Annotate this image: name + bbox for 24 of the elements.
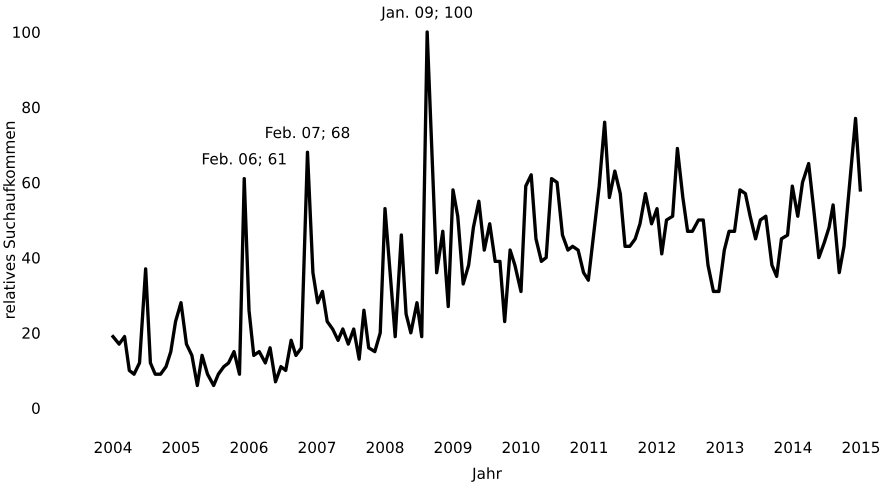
x-tick-label: 2005 xyxy=(162,442,200,454)
annotation: Feb. 06; 61 xyxy=(202,152,286,166)
line-series xyxy=(111,30,862,388)
y-tick-label: 20 xyxy=(22,327,40,339)
annotation: Feb. 07; 68 xyxy=(266,126,350,140)
x-tick-label: 2004 xyxy=(94,442,132,454)
x-tick-label: 2006 xyxy=(230,442,268,454)
x-tick-label: 2013 xyxy=(706,442,744,454)
x-axis-title: Jahr xyxy=(471,467,502,482)
y-tick-label: 0 xyxy=(32,402,40,414)
y-tick-label: 100 xyxy=(13,26,40,38)
x-tick-label: 2011 xyxy=(570,442,608,454)
x-tick-label: 2008 xyxy=(366,442,404,454)
annotation: Jan. 09; 100 xyxy=(380,6,472,21)
y-tick-label: 60 xyxy=(22,176,40,188)
x-tick-label: 2015 xyxy=(842,442,880,454)
x-tick-label: 2010 xyxy=(502,442,540,454)
y-tick-label: 40 xyxy=(22,252,40,264)
x-tick-label: 2014 xyxy=(774,442,812,454)
y-axis-title: relatives Suchaufkommen xyxy=(3,122,16,318)
y-tick-label: 80 xyxy=(22,102,40,114)
x-tick-label: 2012 xyxy=(638,442,675,454)
x-tick-label: 2007 xyxy=(298,442,336,454)
x-tick-label: 2009 xyxy=(434,442,472,454)
